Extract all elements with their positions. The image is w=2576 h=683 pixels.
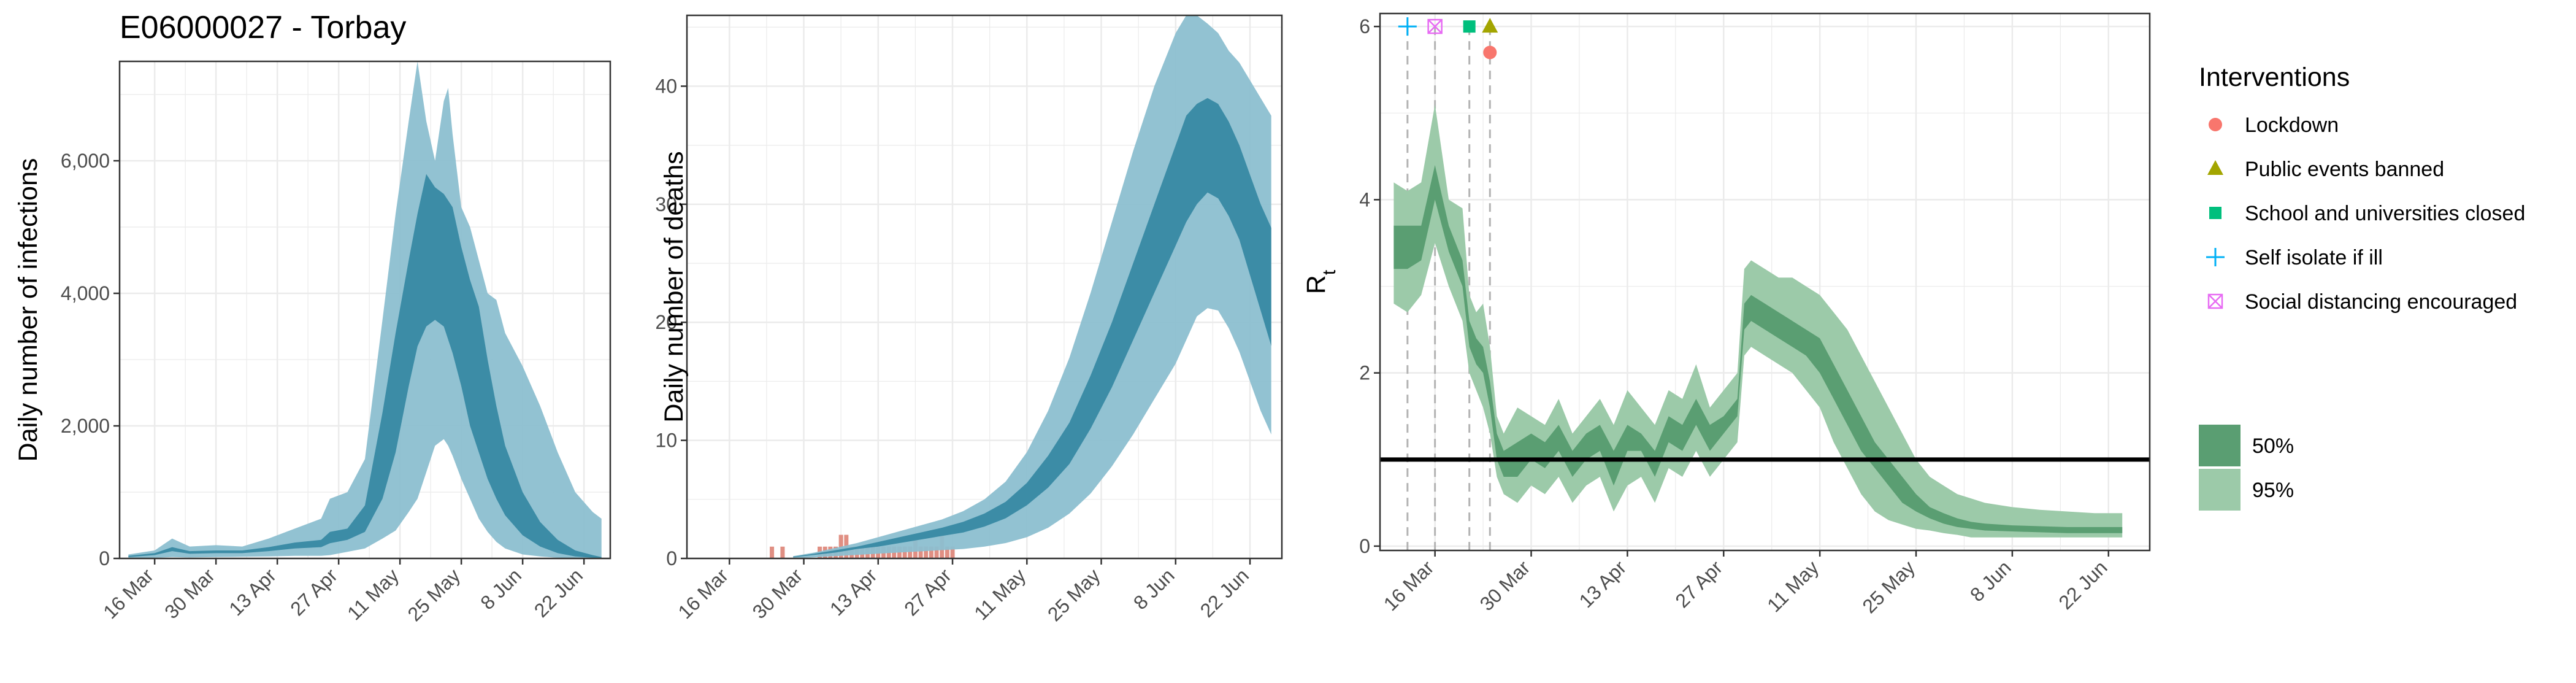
legend-label: Public events banned [2245, 158, 2444, 181]
observed-death-bar [924, 546, 929, 558]
observed-death-bar [780, 546, 785, 558]
deaths-x-tick-label: 25 May [1043, 564, 1105, 625]
legend-band-key [2199, 469, 2241, 511]
rt-x-tick-label: 30 Mar [1476, 556, 1535, 615]
observed-death-bar [934, 546, 939, 558]
rt-y-tick-label: 2 [1359, 362, 1370, 384]
infections-x-tick-label: 8 Jun [476, 564, 526, 614]
observed-death-bar [902, 546, 907, 558]
rt-y-axis-title-subscript: t [1319, 269, 1340, 275]
rt-y-axis-title: Rt [1301, 269, 1340, 294]
infections-x-tick-label: 22 Jun [530, 564, 587, 621]
legend-key-plus [2206, 248, 2225, 266]
deaths-band-50 [793, 98, 1271, 558]
deaths-x-tick-label: 13 Apr [826, 564, 881, 620]
infections-panel: 0 2,000 4,000 6,000 16 Mar 30 Mar 13 Apr 27 Apr… [13, 60, 611, 625]
infections-y-axis-title: Daily number of infections [13, 158, 43, 462]
intervention-marker-plus [1398, 17, 1417, 36]
legend-label: Self isolate if ill [2245, 246, 2383, 269]
deaths-y-tick-label: 0 [666, 547, 677, 569]
legend-label: Lockdown [2245, 114, 2339, 137]
rt-panel-border [1379, 12, 2151, 552]
legend-key-triangle [2207, 160, 2223, 175]
deaths-x-tick-label: 11 May [970, 564, 1030, 624]
legend-key-square [2209, 207, 2221, 219]
infections-panel-border [118, 60, 611, 560]
observed-death-bar [945, 546, 949, 558]
legend-key-boxx [2207, 293, 2223, 309]
legend-band-key [2199, 425, 2241, 466]
infections-y-tick-label: 0 [99, 547, 110, 569]
bands-legend: 50% 95% [2199, 425, 2294, 511]
infections-x-tick-label: 16 Mar [99, 564, 158, 623]
infections-band-95 [128, 61, 602, 558]
observed-death-bar [929, 546, 933, 558]
rt-x-tick-label: 16 Mar [1379, 556, 1438, 615]
deaths-y-tick-label: 40 [655, 75, 677, 97]
deaths-grid [687, 15, 1282, 560]
rt-x-tick-label: 11 May [1763, 556, 1823, 616]
infections-x-tick-label: 25 May [403, 564, 464, 625]
rt-panel: 0 2 4 6 16 Mar 30 Mar 13 Apr 27 Apr 11 May 25 May… [1301, 12, 2151, 617]
deaths-y-tick-label: 20 [655, 311, 677, 333]
deaths-x-tick-label: 8 Jun [1129, 564, 1179, 614]
rt-x-tick-label: 25 May [1858, 556, 1919, 617]
figure-title: E06000027 - Torbay [120, 10, 406, 45]
infections-y-tick-label: 4,000 [61, 282, 110, 304]
legend-key-circle [2209, 118, 2222, 131]
deaths-y-axis-title: Daily number of deaths [659, 151, 689, 422]
intervention-marker-circle [1483, 45, 1497, 60]
infections-y-tick-label: 6,000 [61, 150, 110, 172]
legend-label: School and universities closed [2245, 202, 2525, 225]
deaths-x-tick-label: 16 Mar [673, 564, 732, 623]
rt-y-tick-label: 6 [1359, 15, 1370, 37]
observed-death-bar [908, 546, 913, 558]
infections-y-tick-label: 2,000 [61, 415, 110, 437]
rt-x-tick-label: 8 Jun [1966, 556, 2015, 606]
observed-death-bar [838, 534, 843, 558]
observed-death-bar [770, 546, 775, 558]
deaths-y-tick-label: 10 [655, 430, 677, 452]
infections-x-tick-label: 27 Apr [286, 564, 342, 620]
observed-death-bar [918, 546, 923, 558]
interventions-legend: Lockdown Public events banned School and u… [2206, 114, 2525, 314]
infections-x-tick-label: 13 Apr [224, 564, 280, 620]
rt-y-tick-label: 4 [1359, 188, 1370, 210]
infections-x-tick-label: 11 May [343, 564, 403, 624]
deaths-y-tick-label: 30 [655, 193, 677, 215]
rt-x-tick-label: 27 Apr [1671, 556, 1727, 612]
legend-band-label: 95% [2252, 479, 2294, 502]
legend-label: Social distancing encouraged [2245, 290, 2517, 314]
rt-x-tick-label: 13 Apr [1574, 556, 1630, 612]
deaths-band-95 [793, 15, 1271, 558]
legend: Interventions Lockdown Public events bann… [2199, 63, 2525, 511]
rt-x-tick-label: 22 Jun [2054, 556, 2111, 613]
intervention-marker-square [1463, 20, 1476, 33]
intervention-marker-triangle [1482, 18, 1498, 33]
legend-title: Interventions [2199, 63, 2350, 92]
observed-death-bar [950, 546, 955, 558]
infections-band-50 [128, 174, 602, 558]
legend-band-label: 50% [2252, 434, 2294, 458]
deaths-x-tick-label: 27 Apr [900, 564, 956, 620]
rt-y-tick-label: 0 [1359, 535, 1370, 557]
deaths-panel-border [686, 14, 1283, 560]
deaths-x-tick-label: 22 Jun [1196, 564, 1253, 621]
intervention-marker-boxx [1427, 18, 1443, 34]
infections-x-tick-label: 30 Mar [160, 564, 219, 623]
deaths-x-tick-label: 30 Mar [748, 564, 807, 623]
